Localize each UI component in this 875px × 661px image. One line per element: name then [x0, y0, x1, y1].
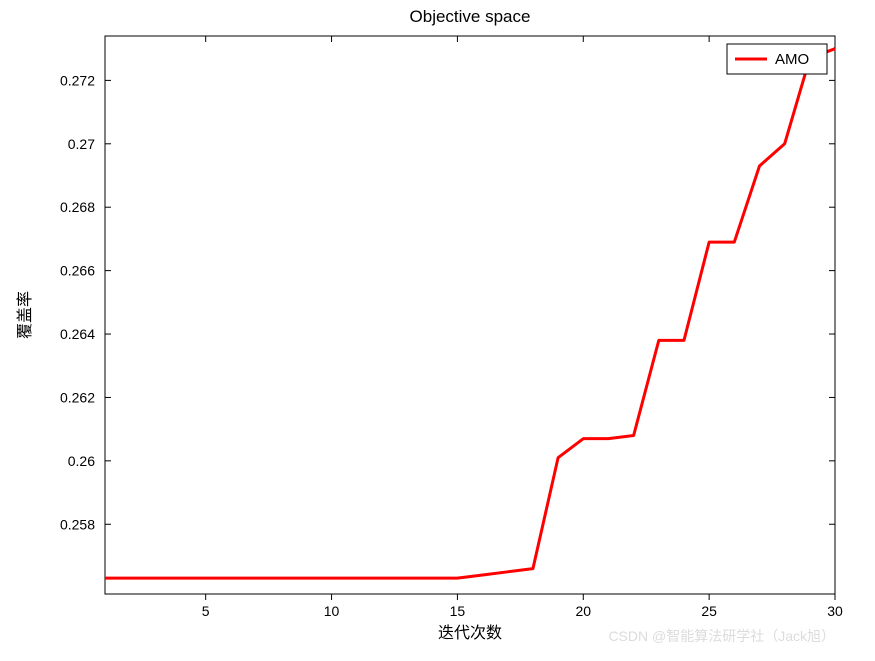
x-tick-label: 5	[202, 603, 210, 619]
x-axis-label: 迭代次数	[438, 624, 502, 642]
x-tick-label: 15	[450, 603, 466, 619]
y-axis-label: 覆盖率	[16, 291, 34, 339]
y-tick-label: 0.262	[60, 389, 95, 405]
legend-label: AMO	[775, 51, 809, 68]
y-tick-label: 0.272	[60, 72, 95, 88]
x-tick-label: 25	[701, 603, 717, 619]
y-tick-label: 0.258	[60, 516, 95, 532]
y-tick-label: 0.26	[68, 453, 95, 469]
y-tick-label: 0.266	[60, 263, 95, 279]
y-tick-label: 0.268	[60, 199, 95, 215]
y-tick-label: 0.264	[60, 326, 95, 342]
chart-container: 5 10 15 20 25 30 0.258 0.26 0.262 0.264 0.266 0.268…	[0, 0, 875, 656]
y-tick-label: 0.27	[68, 136, 95, 152]
chart-title: Objective space	[410, 7, 531, 26]
x-tick-label: 30	[827, 603, 843, 619]
x-tick-label: 20	[575, 603, 591, 619]
chart-svg: 5 10 15 20 25 30 0.258 0.26 0.262 0.264 0.266 0.268…	[0, 0, 875, 656]
x-tick-label: 10	[324, 603, 340, 619]
